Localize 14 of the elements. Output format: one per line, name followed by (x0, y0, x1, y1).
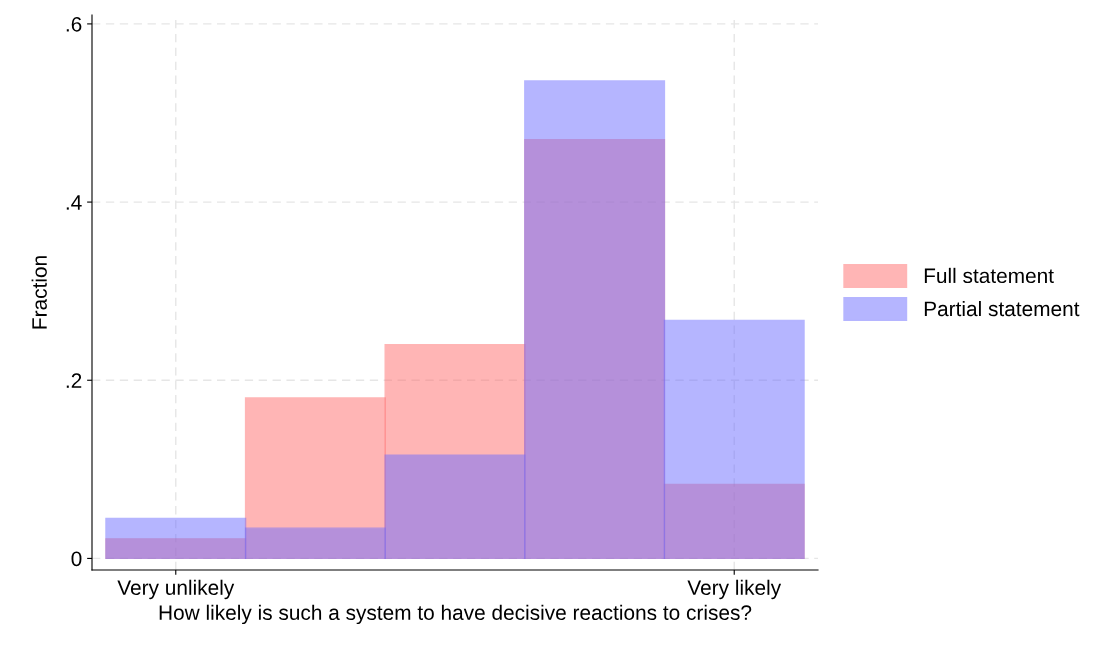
bar (663, 319, 805, 560)
y-tick-label: .4 (66, 195, 82, 210)
bar (384, 454, 526, 560)
legend-label: Partial statement (924, 300, 1080, 317)
y-axis-title: Fraction (31, 256, 47, 329)
x-tick-label: Very unlikely (117, 579, 235, 600)
y-tick-label: .6 (66, 16, 82, 32)
legend-label: Full statement (924, 267, 1054, 284)
bar (105, 517, 247, 560)
y-tick-label: 0 (71, 551, 82, 567)
bar (244, 527, 386, 560)
x-tick-label: Very likely (687, 579, 782, 600)
y-tick-label: .2 (66, 373, 82, 388)
x-axis-title: How likely is such a system to have decisive reactions to crises? (159, 604, 752, 625)
